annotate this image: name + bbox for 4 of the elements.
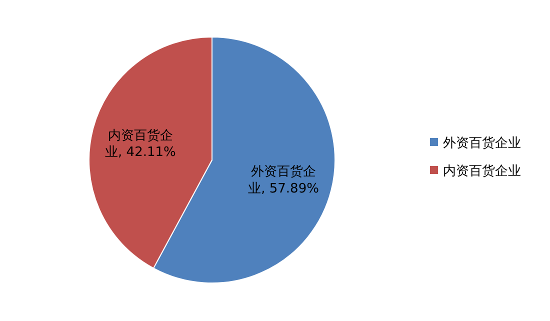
data-label: 外资百货企业, 57.89% [248, 164, 319, 196]
legend-label: 内资百货企业 [443, 164, 521, 179]
data-label: 内资百货企业, 42.11% [105, 128, 176, 160]
legend-label: 外资百货企业 [443, 136, 521, 151]
